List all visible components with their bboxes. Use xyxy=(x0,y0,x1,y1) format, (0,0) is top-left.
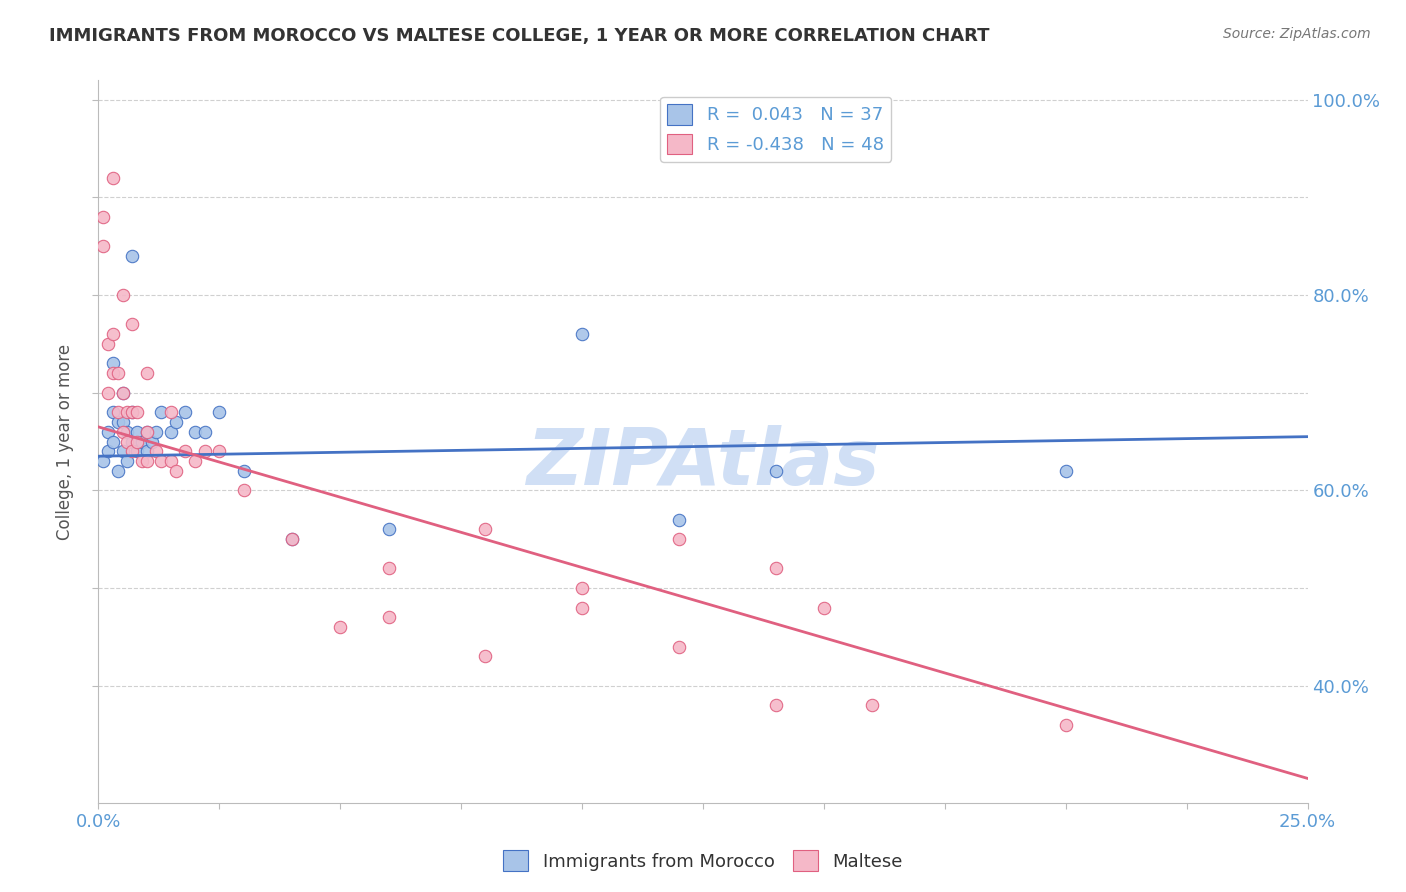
Point xyxy=(377,523,399,537)
Point xyxy=(121,405,143,419)
Point xyxy=(668,640,690,654)
Point xyxy=(150,454,173,468)
Text: Source: ZipAtlas.com: Source: ZipAtlas.com xyxy=(1223,27,1371,41)
Point xyxy=(111,385,134,400)
Point xyxy=(1054,464,1077,478)
Point xyxy=(208,405,231,419)
Point xyxy=(121,444,143,458)
Point xyxy=(91,210,114,224)
Point xyxy=(111,444,134,458)
Point xyxy=(474,523,496,537)
Point xyxy=(474,649,496,664)
Point xyxy=(97,425,120,439)
Point xyxy=(107,366,129,380)
Point xyxy=(281,532,304,546)
Point xyxy=(145,425,167,439)
Point xyxy=(101,405,124,419)
Point xyxy=(174,444,197,458)
Point xyxy=(135,366,157,380)
Point xyxy=(377,610,399,624)
Point xyxy=(765,464,787,478)
Point xyxy=(111,385,134,400)
Point xyxy=(184,425,207,439)
Point xyxy=(232,464,254,478)
Point xyxy=(121,434,143,449)
Text: IMMIGRANTS FROM MOROCCO VS MALTESE COLLEGE, 1 YEAR OR MORE CORRELATION CHART: IMMIGRANTS FROM MOROCCO VS MALTESE COLLE… xyxy=(49,27,990,45)
Point xyxy=(121,249,143,263)
Point xyxy=(131,454,153,468)
Point xyxy=(377,561,399,575)
Point xyxy=(107,415,129,429)
Point xyxy=(101,327,124,342)
Point xyxy=(135,425,157,439)
Point xyxy=(127,405,149,419)
Point xyxy=(765,561,787,575)
Point xyxy=(127,444,149,458)
Point xyxy=(165,464,187,478)
Point xyxy=(232,483,254,498)
Point xyxy=(97,337,120,351)
Point xyxy=(127,434,149,449)
Point xyxy=(91,239,114,253)
Point xyxy=(160,405,183,419)
Point xyxy=(194,444,217,458)
Legend: Immigrants from Morocco, Maltese: Immigrants from Morocco, Maltese xyxy=(496,843,910,879)
Point xyxy=(150,405,173,419)
Point xyxy=(91,454,114,468)
Point xyxy=(101,434,124,449)
Point xyxy=(160,454,183,468)
Point xyxy=(165,415,187,429)
Point xyxy=(1054,717,1077,731)
Point xyxy=(329,620,352,634)
Point xyxy=(101,366,124,380)
Point xyxy=(194,425,217,439)
Point xyxy=(97,444,120,458)
Point xyxy=(111,288,134,302)
Point xyxy=(571,327,593,342)
Point xyxy=(127,425,149,439)
Point xyxy=(101,356,124,370)
Point xyxy=(107,405,129,419)
Point xyxy=(135,454,157,468)
Point xyxy=(135,425,157,439)
Point xyxy=(111,425,134,439)
Point xyxy=(174,405,197,419)
Point xyxy=(117,454,139,468)
Point xyxy=(121,405,143,419)
Point xyxy=(813,600,835,615)
Y-axis label: College, 1 year or more: College, 1 year or more xyxy=(56,343,75,540)
Point xyxy=(281,532,304,546)
Text: ZIPAtlas: ZIPAtlas xyxy=(526,425,880,501)
Point xyxy=(101,170,124,185)
Point xyxy=(135,444,157,458)
Point xyxy=(141,434,163,449)
Point xyxy=(571,581,593,595)
Point xyxy=(107,464,129,478)
Point xyxy=(208,444,231,458)
Point xyxy=(160,425,183,439)
Point xyxy=(184,454,207,468)
Point xyxy=(121,318,143,332)
Point xyxy=(111,415,134,429)
Point xyxy=(860,698,883,713)
Point xyxy=(117,425,139,439)
Point xyxy=(668,513,690,527)
Point xyxy=(765,698,787,713)
Legend: R =  0.043   N = 37, R = -0.438   N = 48: R = 0.043 N = 37, R = -0.438 N = 48 xyxy=(659,96,891,161)
Point xyxy=(117,434,139,449)
Point xyxy=(97,385,120,400)
Point xyxy=(571,600,593,615)
Point xyxy=(131,434,153,449)
Point xyxy=(117,405,139,419)
Point xyxy=(145,444,167,458)
Point xyxy=(668,532,690,546)
